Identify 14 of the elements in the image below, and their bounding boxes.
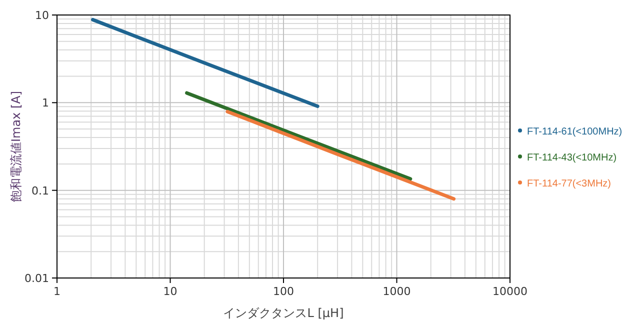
legend-label: FT-114-61(<100MHz) <box>527 126 622 138</box>
y-tick-label: 10 <box>35 9 49 22</box>
legend-label: FT-114-77(<3MHz) <box>527 178 612 190</box>
x-tick-label: 10 <box>163 285 178 298</box>
y-tick-label: 1 <box>42 96 49 110</box>
y-tick-label: 0.01 <box>24 272 49 285</box>
legend-label: FT-114-43(<10MHz) <box>527 152 617 164</box>
x-axis-title: インダクタンスL [μH] <box>223 306 344 320</box>
x-tick-label: 100 <box>273 285 294 298</box>
y-axis-title: 飽和電流値Imax [A] <box>9 90 23 202</box>
x-tick-label: 1 <box>54 285 60 298</box>
x-tick-label: 1000 <box>382 285 411 298</box>
x-tick-label: 10000 <box>492 285 528 298</box>
y-tick-label: 0.1 <box>32 184 49 198</box>
